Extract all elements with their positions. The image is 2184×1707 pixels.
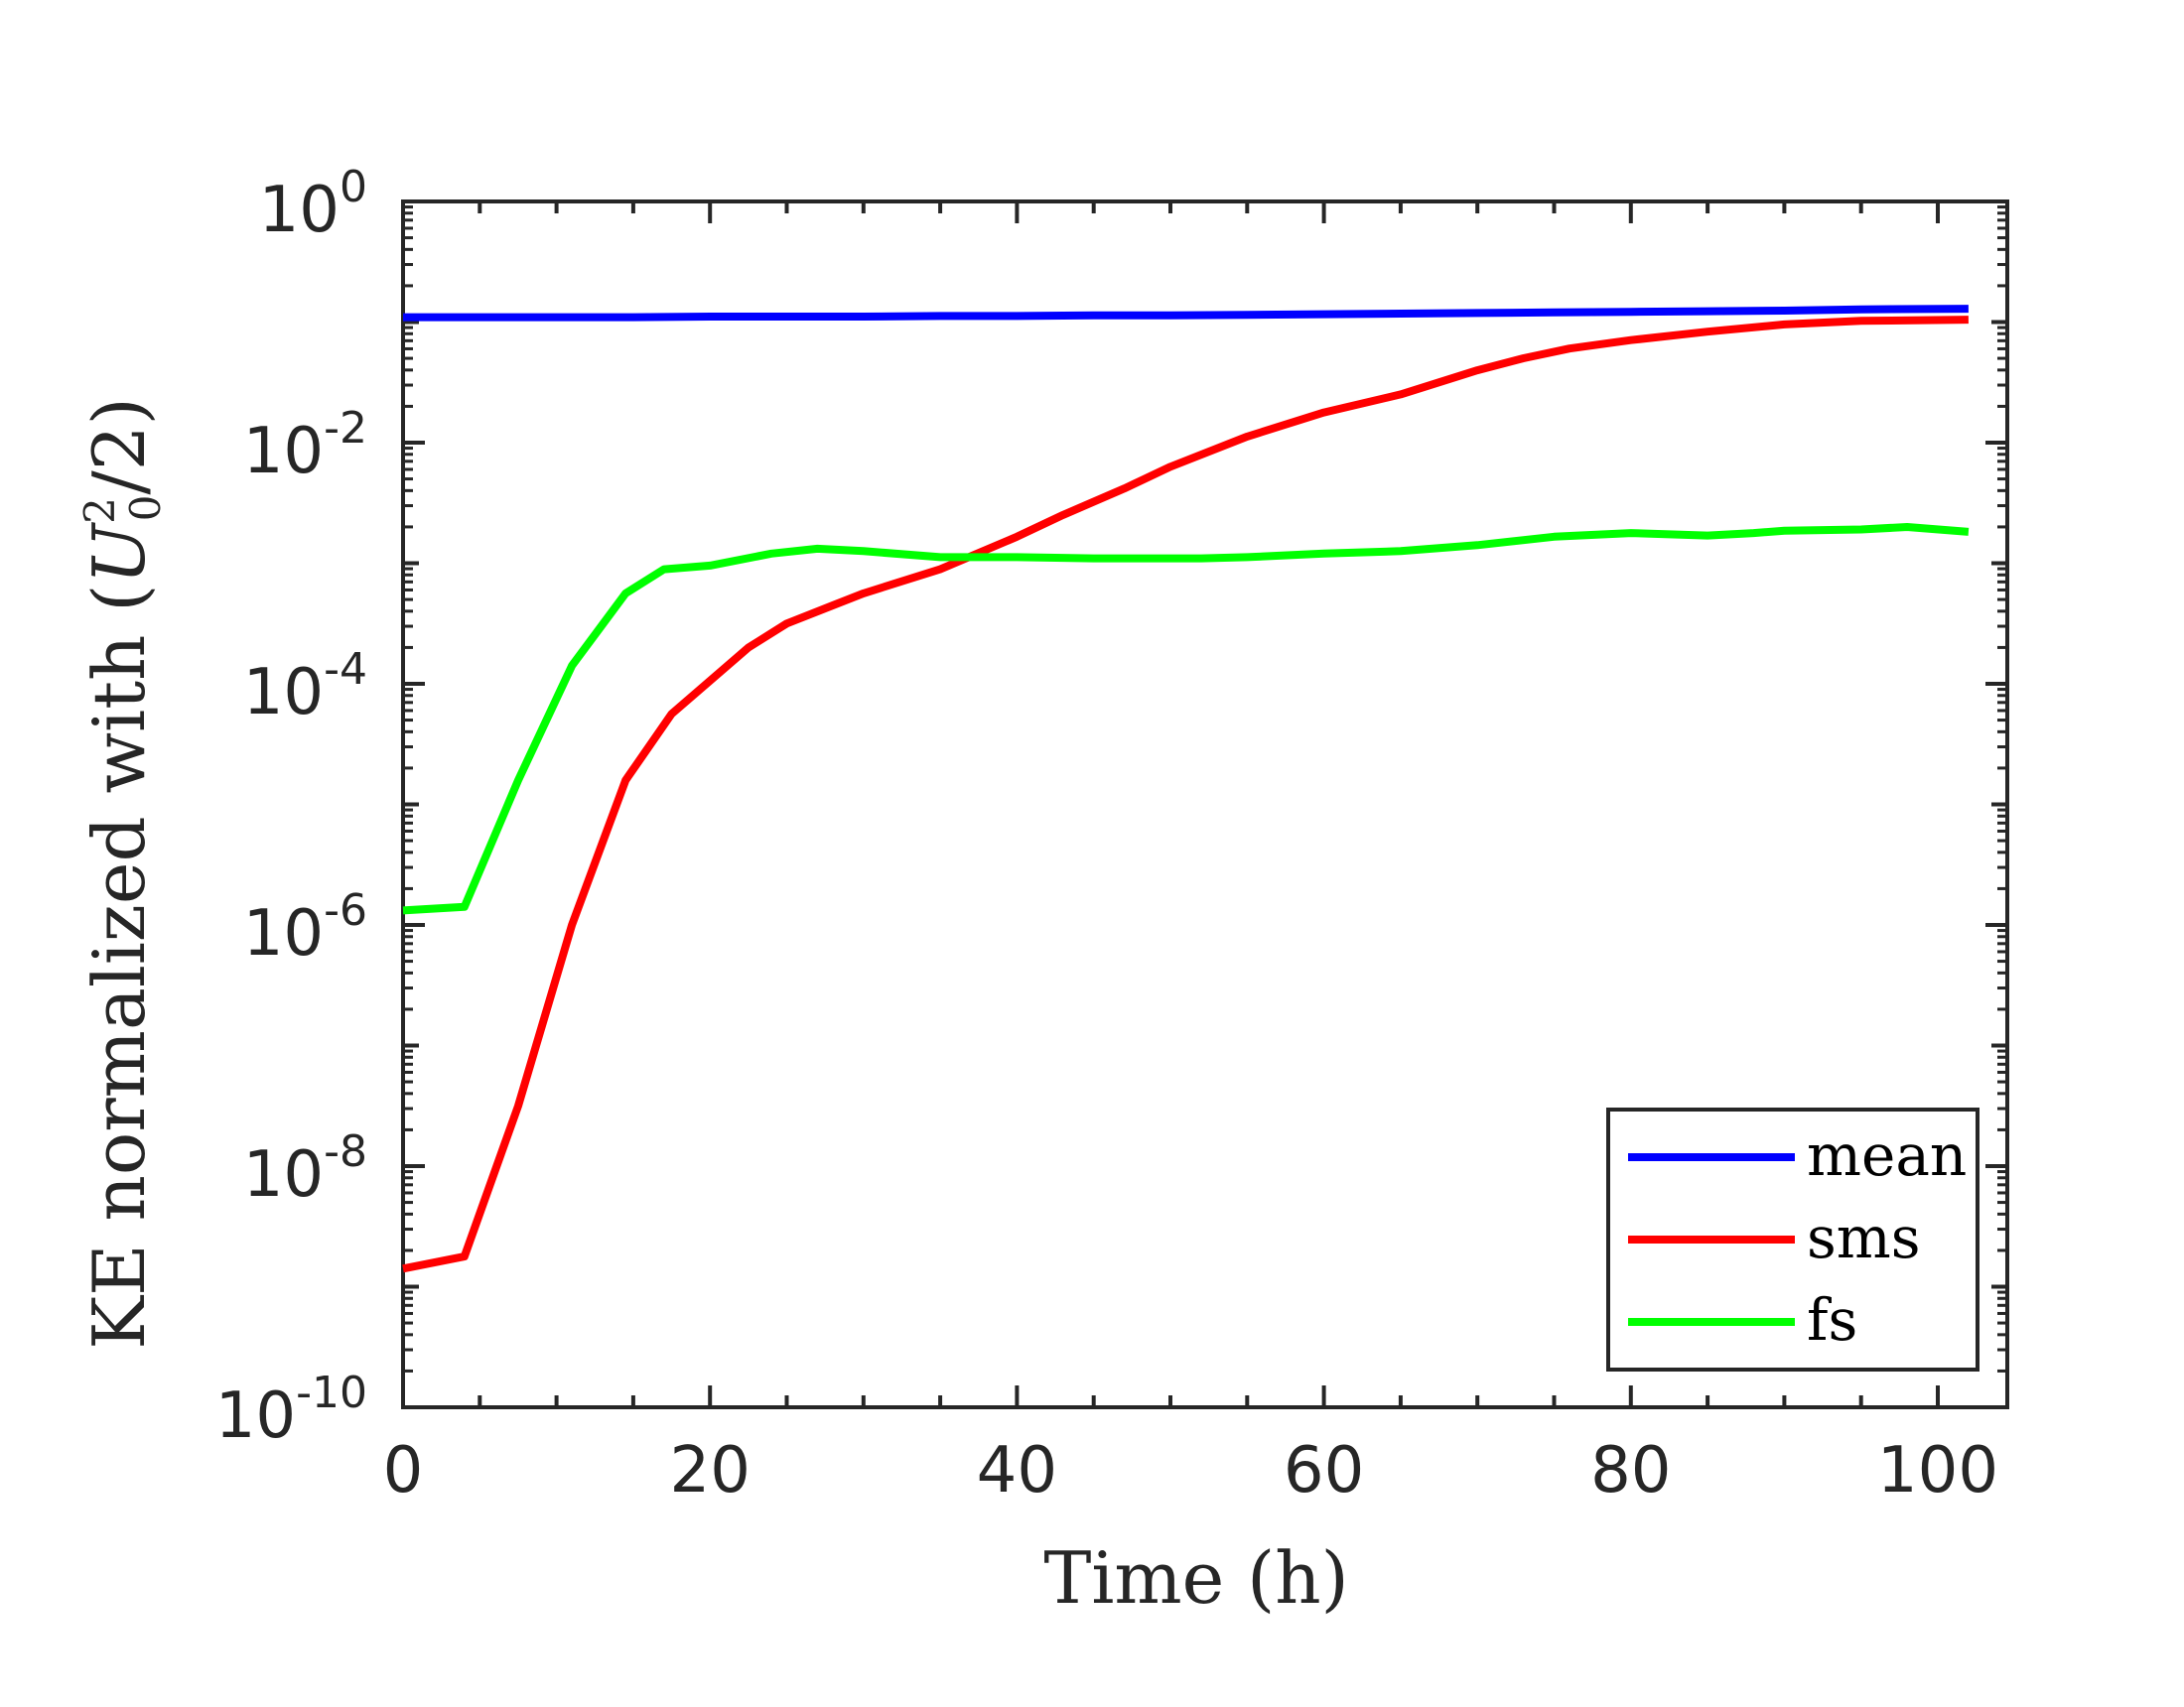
- x-tick-label: 60: [1284, 1434, 1364, 1508]
- x-tick-label: 0: [383, 1434, 424, 1508]
- y-tick-base: 10: [243, 656, 324, 729]
- x-tick-label: 20: [669, 1434, 750, 1508]
- y-axis-title: KE normalized with (U20/2): [75, 397, 170, 1349]
- y-axis-title-base: U: [77, 522, 161, 585]
- y-tick-base: 10: [259, 174, 340, 247]
- series-line-mean: [403, 305, 1969, 322]
- y-tick-label: 10-10: [215, 1368, 367, 1453]
- legend-label-fs: fs: [1807, 1286, 1857, 1354]
- series-line-sms: [402, 316, 1969, 1273]
- y-tick-base: 10: [243, 415, 324, 488]
- y-tick-label: 100: [259, 162, 367, 247]
- y-axis-title-text: KE normalized with: [77, 612, 161, 1350]
- y-tick-exponent: -4: [324, 644, 367, 695]
- y-tick-base: 10: [243, 897, 324, 971]
- y-tick-label: 10-4: [243, 644, 367, 729]
- y-tick-exponent: -10: [296, 1368, 367, 1418]
- y-tick-exponent: -2: [324, 403, 367, 454]
- y-axis-title-sup: 2: [75, 497, 124, 524]
- y-tick-base: 10: [243, 1138, 324, 1212]
- y-tick-label: 10-8: [243, 1126, 367, 1212]
- y-axis-title-rest: /2): [77, 397, 161, 494]
- series-line-fs: [402, 523, 1970, 915]
- x-tick-label: 100: [1877, 1434, 1998, 1508]
- y-tick-exponent: 0: [340, 162, 367, 212]
- legend-label-mean: mean: [1807, 1121, 1967, 1189]
- y-tick-label: 10-6: [243, 885, 367, 971]
- y-axis-title-open: (: [77, 585, 161, 612]
- y-tick-exponent: -8: [324, 1126, 367, 1177]
- series-lines: [402, 305, 1970, 1273]
- y-axis-title-sub: 0: [121, 494, 170, 521]
- x-tick-label: 40: [977, 1434, 1057, 1508]
- legend: mean sms fs: [1606, 1108, 1979, 1372]
- y-tick-label: 10-2: [243, 403, 367, 488]
- y-tick-exponent: -6: [324, 885, 367, 936]
- x-axis-title: Time (h): [1043, 1536, 1348, 1620]
- legend-label-sms: sms: [1807, 1204, 1921, 1271]
- y-tick-base: 10: [215, 1379, 296, 1453]
- x-tick-label: 80: [1590, 1434, 1671, 1508]
